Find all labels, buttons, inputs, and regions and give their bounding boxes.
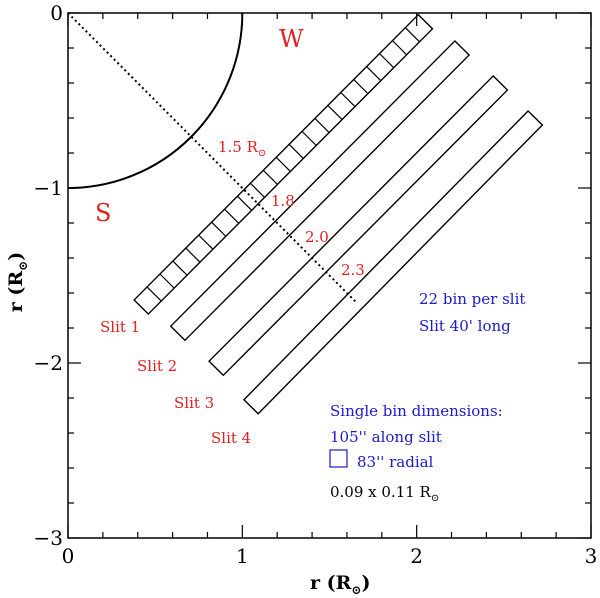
slit-bin-divider [327,105,343,120]
slit-bin-divider [146,286,162,302]
slit-2-outline [169,39,471,342]
x-tick-label: 2 [410,544,423,568]
tick-labels: 0 1 2 3 0 −1 −2 −3 [34,1,598,568]
slit-bin-divider [379,53,395,69]
y-tick-label: 0 [50,1,63,25]
bin-dimensions-title: Single bin dimensions: [330,402,503,420]
y-axis-title: r (R⊙) [5,252,30,312]
sun-symbol-icon: ⊙ [351,583,361,597]
sun-symbol-icon: ⊙ [431,493,439,504]
slit-4-outline [242,109,544,415]
x-axis-title: r (R⊙) [310,572,370,597]
slit-1-label: Slit 1 [100,318,140,336]
slit-bin-divider [172,260,188,276]
slit-bin-divider [275,156,291,172]
slit-bin-divider [237,195,253,211]
slits-group [133,13,544,415]
slit-bin-divider [314,117,330,133]
x-tick-label: 3 [585,544,598,568]
slit-3-outline [208,74,509,377]
marker-2-0: 2.0 [305,228,329,246]
slit-bin-divider [340,92,356,108]
slit-bin-divider [198,234,214,250]
slit-bin-divider [301,130,317,146]
bin-radial-text: 83'' radial [357,453,434,471]
slit-bin-divider [224,208,240,224]
y-tick-label: −1 [34,176,63,200]
bin-size-text: 0.09 x 0.11 R⊙ [330,483,439,504]
slit-bin-divider [211,221,227,237]
sun-symbol-icon: ⊙ [258,148,266,159]
slit-1-outline [133,13,434,316]
slit-length-text: Slit 40' long [419,317,511,335]
slit-bin-divider [249,182,265,198]
south-label: S [95,199,111,227]
slit-bin-divider [392,40,408,56]
slit-bin-divider [366,66,382,82]
diagonal-dotted-line [67,12,357,303]
bin-square-icon [329,449,348,468]
slit-bin-divider [262,169,278,185]
marker-2-3: 2.3 [341,261,365,279]
slit-bin-divider [353,79,369,95]
slit-4-label: Slit 4 [211,429,251,447]
slit-bin-divider [288,143,304,159]
solar-limb-arc [67,12,244,189]
sun-symbol-icon: ⊙ [16,261,30,271]
west-label: W [279,25,304,53]
bin-along-slit-text: 105'' along slit [330,428,442,446]
slit-bin-divider [159,273,175,289]
x-tick-label: 1 [236,544,249,568]
marker-1-5: 1.5 R⊙ [218,138,266,159]
slit-bin-divider [404,27,420,43]
y-tick-label: −2 [34,351,63,375]
plot-frame [67,12,592,539]
slit-2-label: Slit 2 [137,357,177,375]
slit-bin-divider [185,247,201,263]
bins-per-slit-text: 22 bin per slit [419,290,525,308]
slit-3-label: Slit 3 [174,394,214,412]
x-tick-label: 0 [62,544,75,568]
marker-1-8: 1.8 [271,192,295,210]
y-tick-label: −3 [34,526,63,550]
